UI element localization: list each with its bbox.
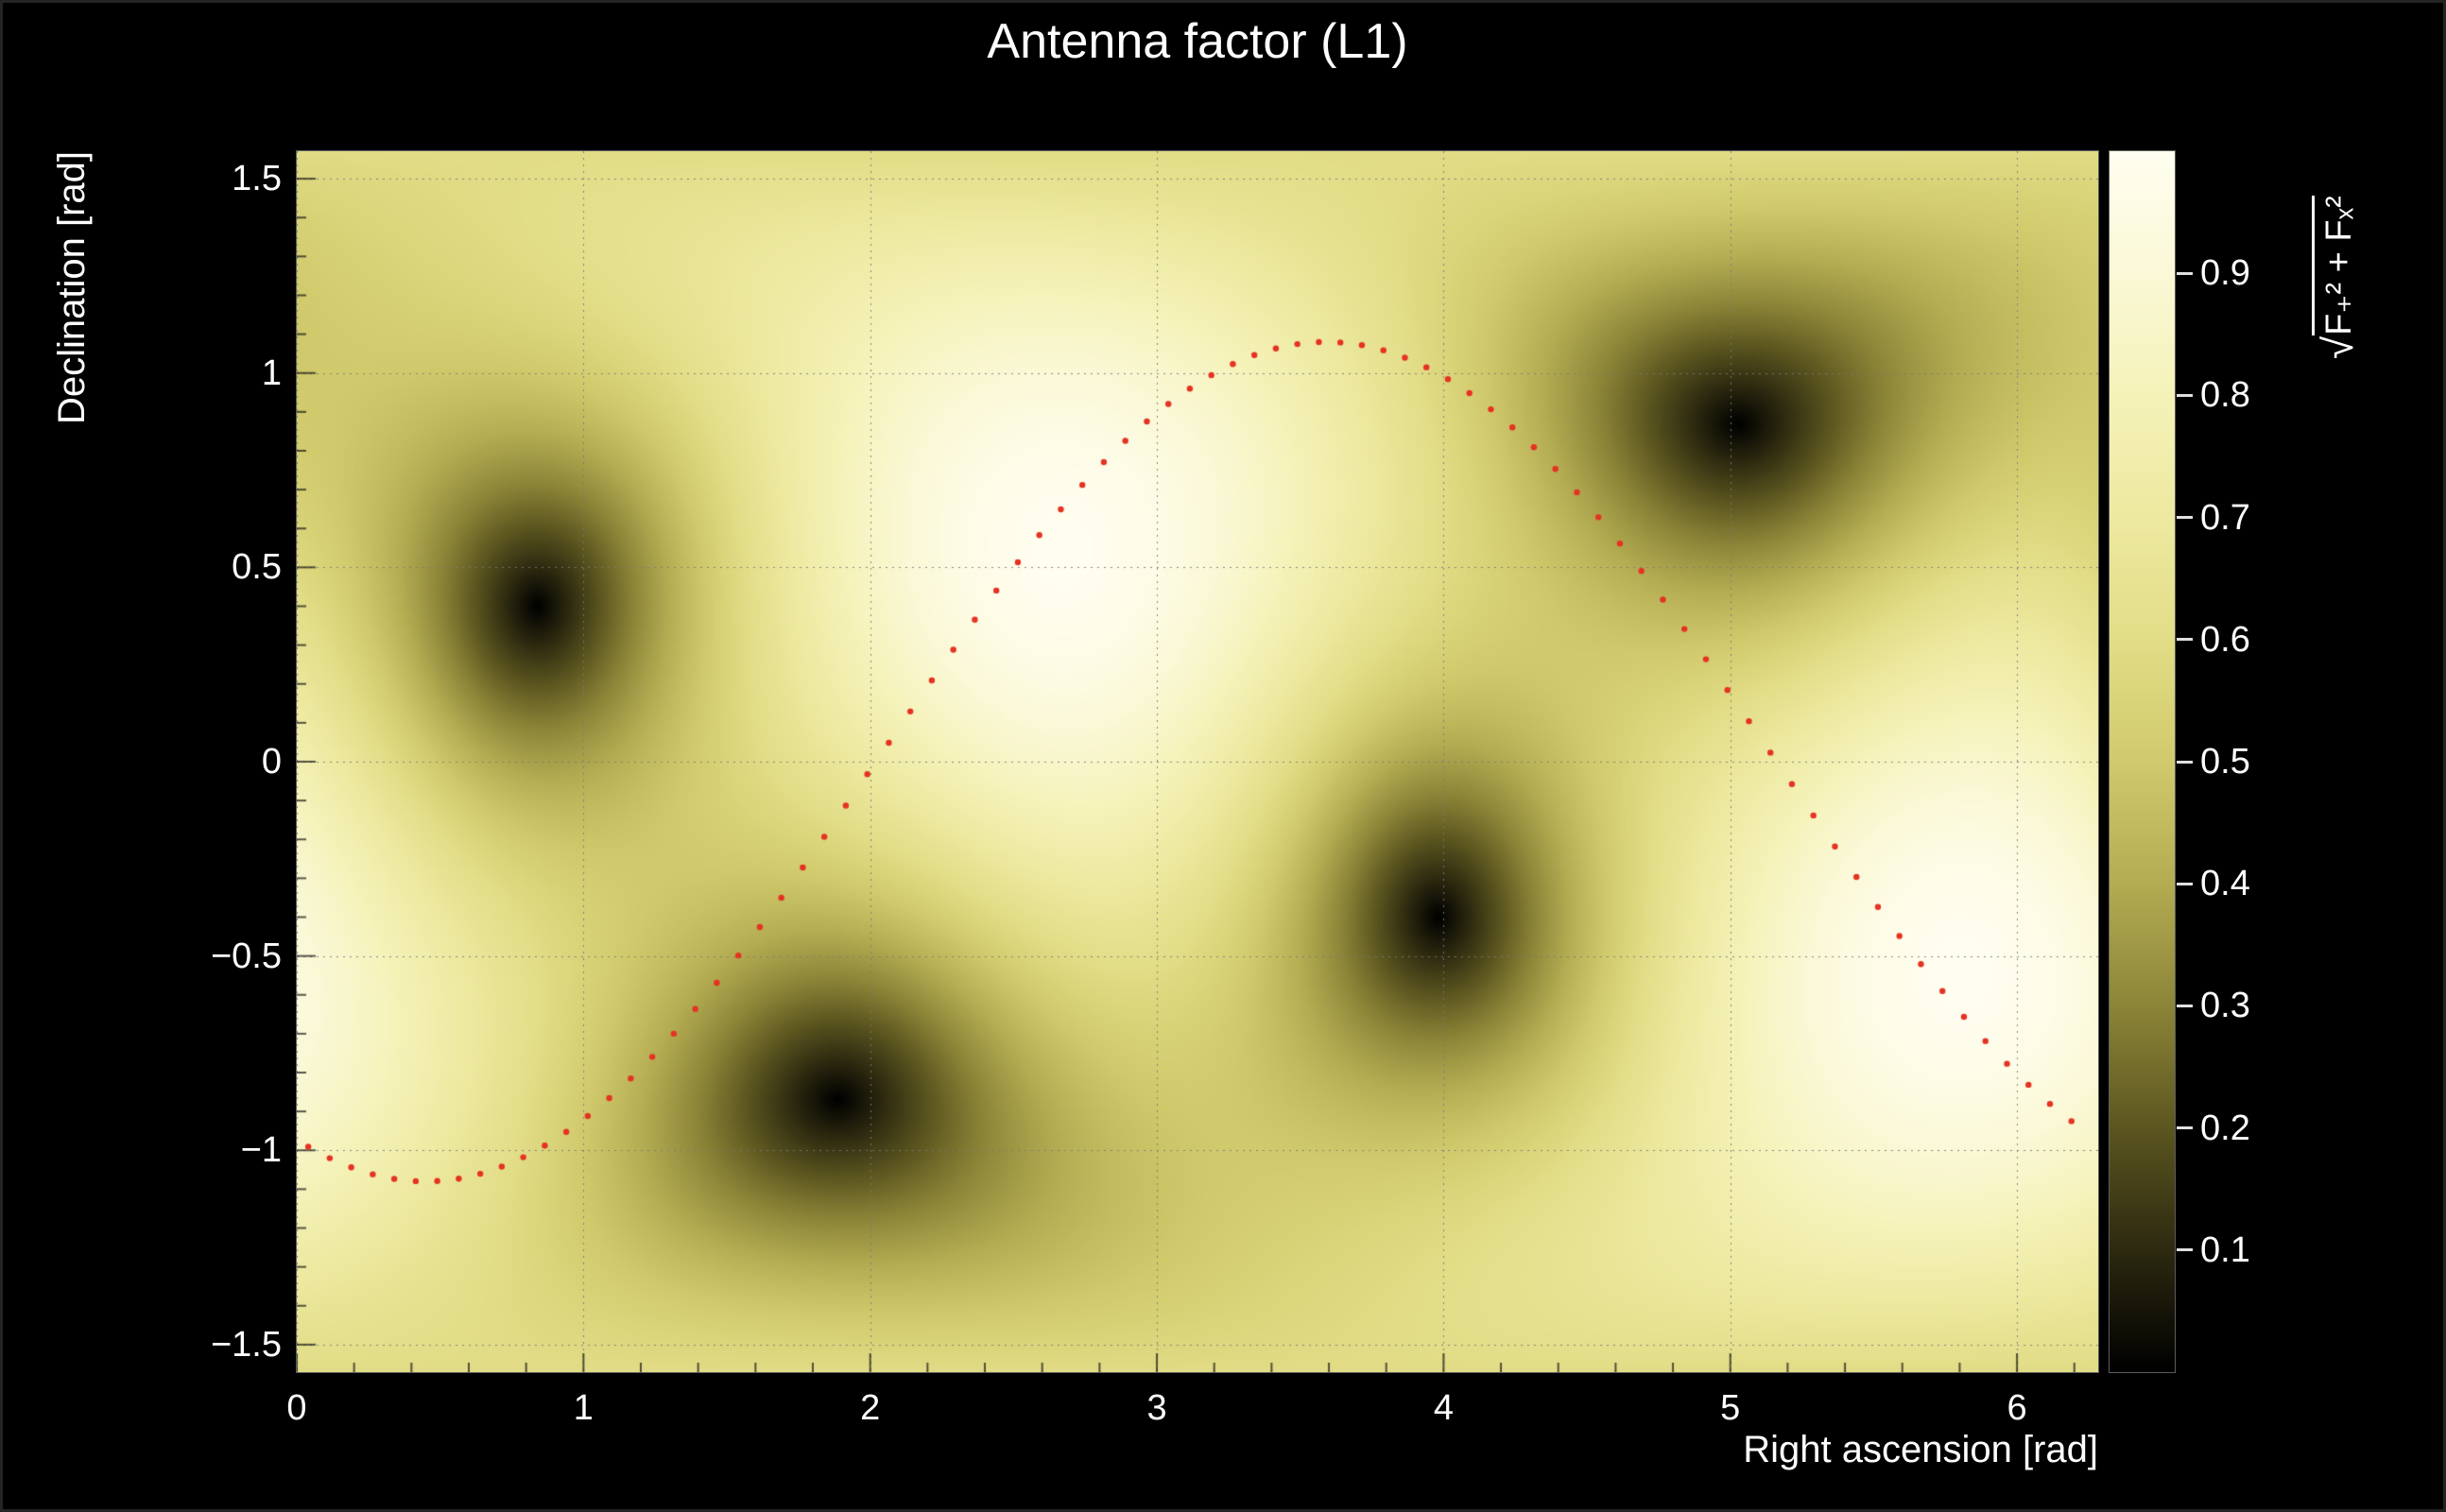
x-axis-title: Right ascension [rad] <box>1743 1429 2098 1470</box>
plot-area <box>296 150 2099 1373</box>
colorbar-tick-mark <box>2177 516 2193 520</box>
y-tick-label: 0 <box>261 742 282 782</box>
colorbar-gradient <box>2110 151 2175 1372</box>
colorbar-tick-mark <box>2177 882 2193 885</box>
x-tick-label: 6 <box>2007 1388 2027 1428</box>
y-axis-title: Declination [rad] <box>51 151 93 425</box>
y-tick-label: 1.5 <box>232 159 282 199</box>
colorbar-tick-mark <box>2177 271 2193 275</box>
y-tick-label: −1.5 <box>210 1324 282 1365</box>
y-tick-label: 0.5 <box>232 547 282 588</box>
colorbar-tick-label: 0.7 <box>2200 497 2250 538</box>
y-tick-label: 1 <box>261 352 282 393</box>
colorbar-tick-label: 0.2 <box>2200 1108 2250 1148</box>
colorbar <box>2109 150 2176 1373</box>
colorbar-tick-mark <box>2177 760 2193 764</box>
colorbar-tick-label: 0.8 <box>2200 375 2250 416</box>
colorbar-tick-label: 0.9 <box>2200 253 2250 294</box>
x-tick-label: 0 <box>286 1388 307 1428</box>
x-tick-label: 3 <box>1146 1388 1167 1428</box>
colorbar-tick-mark <box>2177 393 2193 397</box>
x-tick-label: 1 <box>573 1388 594 1428</box>
colorbar-tick-label: 0.6 <box>2200 619 2250 660</box>
colorbar-tick-label: 0.1 <box>2200 1229 2250 1270</box>
colorbar-tick-mark <box>2177 1004 2193 1007</box>
colorbar-tick-label: 0.5 <box>2200 742 2250 782</box>
colorbar-tick-mark <box>2177 1126 2193 1130</box>
colorbar-tick-mark <box>2177 1248 2193 1252</box>
x-tick-label: 4 <box>1433 1388 1454 1428</box>
y-tick-label: −1 <box>240 1130 282 1171</box>
colorbar-tick-label: 0.3 <box>2200 986 2250 1026</box>
x-tick-label: 5 <box>1720 1388 1741 1428</box>
grid-ticks-track-overlay <box>297 151 2098 1372</box>
colorbar-tick-label: 0.4 <box>2200 864 2250 904</box>
chart-title: Antenna factor (L1) <box>987 14 1408 69</box>
x-tick-label: 2 <box>860 1388 881 1428</box>
colorbar-tick-mark <box>2177 638 2193 642</box>
radical-sign: √ <box>2316 335 2362 359</box>
y-tick-label: −0.5 <box>210 936 282 976</box>
